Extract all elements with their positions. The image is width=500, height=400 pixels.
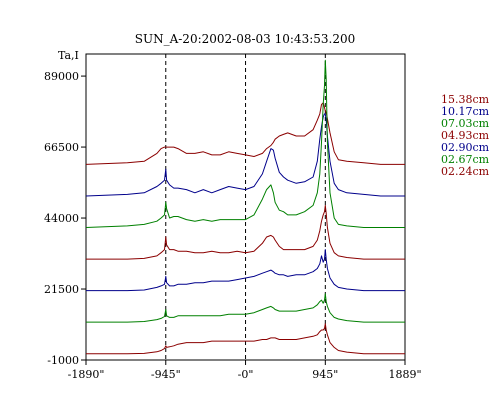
- x-tick-label: -945": [151, 368, 181, 381]
- series-line-0703cm: [85, 59, 405, 228]
- legend-entry: 02.24cm: [441, 165, 490, 178]
- y-tick-label: 89000: [44, 70, 79, 83]
- x-tick-label: 1889": [388, 368, 421, 381]
- legend-entry: 10.17cm: [441, 105, 490, 118]
- legend-entry: 02.67cm: [441, 153, 490, 166]
- x-tick-label: -1890": [68, 368, 105, 381]
- series-lines: [85, 59, 405, 355]
- legend-entry: 07.03cm: [441, 117, 490, 130]
- chart-title: SUN_A-20:2002-08-03 10:43:53.200: [135, 32, 355, 46]
- series-line-0224cm: [86, 323, 405, 355]
- x-tick-label: -0": [238, 368, 254, 381]
- y-axis-ticks: -1000 21500 44000 66500 89000: [44, 70, 86, 367]
- series-line-0493cm: [86, 204, 405, 260]
- legend-entry: 02.90cm: [441, 141, 490, 154]
- y-tick-label: -1000: [47, 354, 79, 367]
- x-tick-label: 945": [312, 368, 338, 381]
- series-line-0267cm: [86, 293, 405, 323]
- y-axis-label: Ta,I: [58, 49, 79, 62]
- legend-entry: 15.38cm: [441, 93, 490, 106]
- y-tick-label: 21500: [44, 283, 79, 296]
- y-tick-label: 66500: [44, 141, 79, 154]
- dashed-reference-lines: [165, 54, 326, 360]
- series-line-0290cm: [86, 249, 405, 292]
- legend-entry: 04.93cm: [441, 129, 490, 142]
- legend: 15.38cm10.17cm07.03cm04.93cm02.90cm02.67…: [441, 93, 490, 178]
- x-axis-ticks: -1890" -945" -0" 945" 1889": [68, 360, 422, 381]
- y-tick-label: 44000: [44, 212, 79, 225]
